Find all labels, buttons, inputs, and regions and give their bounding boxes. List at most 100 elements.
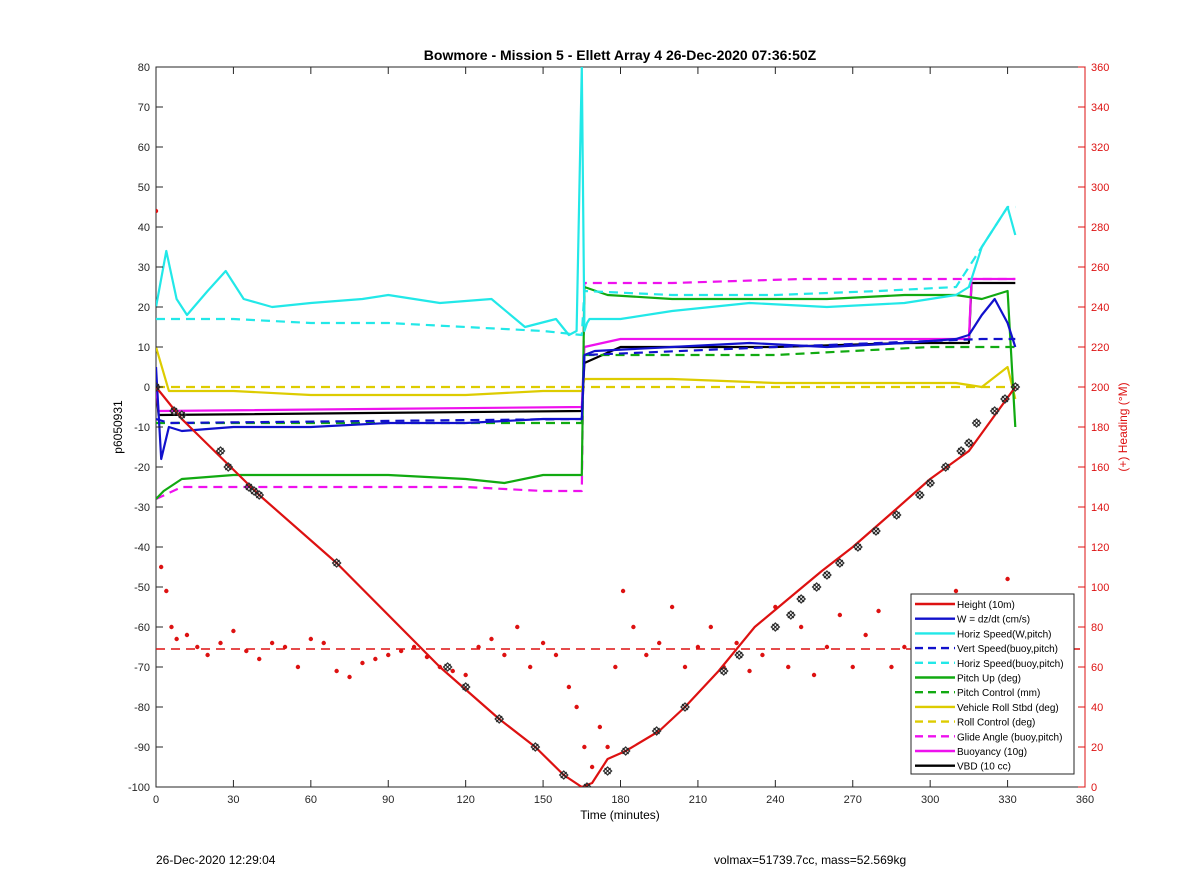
- legend: Height (10m) W = dz/dt (cm/s) Horiz Speed(…: [910, 593, 1075, 775]
- y2-tick-label: 320: [1091, 142, 1109, 154]
- heading-point: [597, 724, 603, 730]
- heading-point: [386, 652, 391, 658]
- heading-point: [889, 664, 894, 670]
- x-tick-label: 330: [998, 794, 1016, 806]
- heading-point: [205, 652, 210, 658]
- dive-marker-x: [957, 447, 965, 455]
- y2-tick-label: 240: [1091, 302, 1109, 314]
- heading-point: [798, 624, 804, 630]
- y2-tick-label: 140: [1091, 502, 1109, 514]
- heading-point: [760, 652, 765, 658]
- x-tick-label: 60: [305, 794, 317, 806]
- dive-marker-x: [224, 463, 232, 471]
- x-tick-label: 150: [534, 794, 552, 806]
- legend-label: Horiz Speed(W,pitch): [957, 629, 1051, 640]
- heading-point: [174, 636, 179, 642]
- heading-point: [553, 652, 559, 658]
- y2-tick-label: 20: [1091, 742, 1103, 754]
- y2-tick-label: 300: [1091, 182, 1109, 194]
- y-tick-label: 60: [138, 142, 150, 154]
- y2-axis-label: (+) Heading (°M): [1116, 382, 1130, 471]
- y-tick-label: 50: [138, 182, 150, 194]
- y-tick-label: -30: [134, 502, 150, 514]
- dive-marker: [956, 446, 967, 456]
- x-tick-label: 90: [382, 794, 394, 806]
- x-tick-label: 120: [456, 794, 474, 806]
- dive-marker: [770, 622, 781, 632]
- y-tick-label: -80: [134, 702, 150, 714]
- dive-marker: [891, 510, 902, 520]
- heading-point: [158, 564, 164, 570]
- y-tick-label: 0: [144, 382, 150, 394]
- dive-marker-x: [1001, 395, 1009, 403]
- dive-marker-x: [787, 611, 795, 619]
- dive-marker-x: [178, 411, 186, 419]
- y-tick-label: -60: [134, 622, 150, 634]
- dive-marker: [249, 486, 259, 496]
- dive-marker-x: [813, 583, 820, 591]
- dive-marker-x: [872, 527, 880, 535]
- heading-point: [398, 648, 404, 654]
- heading-point: [644, 652, 649, 658]
- heading-point: [824, 644, 830, 650]
- y2-tick-label: 260: [1091, 262, 1109, 274]
- heading-point: [156, 208, 159, 214]
- dive-marker-x: [797, 595, 805, 603]
- heading-point: [837, 612, 843, 618]
- dive-marker: [852, 542, 863, 552]
- dive-marker: [1000, 394, 1010, 404]
- dive-marker: [914, 490, 925, 500]
- dive-marker: [223, 462, 234, 472]
- heading-point: [269, 640, 275, 646]
- dive-marker-x: [255, 491, 263, 499]
- dive-marker: [971, 418, 982, 428]
- heading-point: [747, 668, 752, 674]
- dive-marker: [963, 438, 974, 448]
- heading-point: [334, 668, 339, 674]
- heading-point: [582, 744, 587, 750]
- dive-marker-x: [245, 483, 253, 491]
- y2-tick-label: 220: [1091, 342, 1109, 354]
- dive-marker-x: [560, 771, 568, 779]
- heading-point: [184, 632, 190, 638]
- dive-marker-x: [217, 447, 224, 455]
- dive-marker-x: [444, 663, 451, 671]
- dive-marker-x: [531, 743, 539, 751]
- series-line: [156, 67, 1017, 337]
- legend-label: W = dz/dt (cm/s): [957, 615, 1030, 626]
- heading-point: [620, 588, 626, 594]
- dive-marker: [718, 666, 729, 676]
- heading-point: [463, 672, 468, 678]
- dive-marker: [494, 714, 505, 724]
- dive-marker: [558, 770, 569, 780]
- heading-point: [566, 684, 572, 690]
- footer-vehicle-info: volmax=51739.7cc, mass=52.569kg: [714, 853, 907, 867]
- heading-point: [876, 608, 881, 614]
- heading-point: [515, 624, 520, 630]
- x-tick-label: 30: [227, 794, 239, 806]
- dive-marker-x: [462, 683, 470, 691]
- series-line: [156, 337, 1016, 425]
- heading-point: [631, 624, 636, 630]
- dive-marker-x: [771, 623, 779, 631]
- y2-tick-label: 60: [1091, 662, 1103, 674]
- x-tick-label: 240: [766, 794, 784, 806]
- heading-point: [708, 624, 714, 630]
- series-line: [156, 277, 1016, 413]
- dive-marker: [811, 582, 822, 592]
- heading-point: [527, 664, 533, 670]
- heading-point: [231, 628, 236, 634]
- dive-marker-x: [893, 511, 900, 519]
- heading-point: [411, 644, 417, 650]
- x-tick-label: 300: [921, 794, 939, 806]
- dive-marker: [834, 558, 845, 568]
- dive-marker-x: [250, 487, 258, 495]
- heading-point: [902, 644, 907, 650]
- y-tick-label: -100: [128, 782, 150, 794]
- series-layer: [156, 67, 1085, 787]
- dive-marker-x: [1011, 383, 1019, 391]
- y-tick-label: -50: [134, 582, 150, 594]
- y2-tick-label: 160: [1091, 462, 1109, 474]
- x-tick-label: 0: [153, 794, 159, 806]
